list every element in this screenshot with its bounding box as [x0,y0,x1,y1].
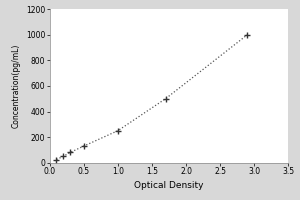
X-axis label: Optical Density: Optical Density [134,181,204,190]
Y-axis label: Concentration(pg/mL): Concentration(pg/mL) [12,44,21,128]
